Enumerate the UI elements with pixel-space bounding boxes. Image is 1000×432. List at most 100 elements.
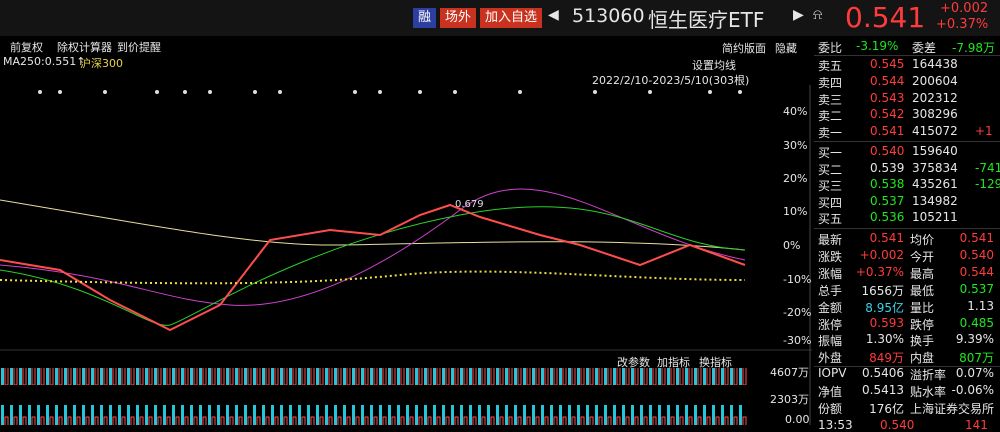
tool[interactable]: 到价提醒 [117,41,161,54]
volume: 200604 [912,73,958,88]
value: 9.39% [955,332,994,347]
axis-label: -10% [783,273,812,286]
label: 委差 [912,41,937,55]
label: 贴水率 [910,385,947,400]
ma-line [0,188,746,306]
volume: 134982 [912,193,958,208]
name: 恒生医疗ETF [648,8,765,32]
value: -0.06% [951,383,994,398]
label: 买二 [818,162,843,177]
tool[interactable]: 隐藏 [775,42,797,55]
price: 0.541 [870,124,905,139]
compare-line [0,270,746,285]
value: 849万 [869,351,904,366]
value: 1.30% [865,332,904,347]
price: 0.537 [870,193,905,208]
label: 换手 [910,334,935,349]
label: 量比 [910,300,935,315]
ma-line [0,206,746,326]
value: 0.541 [869,231,904,245]
range: 2022/2/10-2023/5/10(303根) [592,74,750,87]
price: 0.538 [870,177,905,192]
volume: 202312 [912,90,958,105]
label: 金额 [818,300,843,315]
value: 807万 [959,351,994,366]
label: 卖五 [818,59,843,73]
value: 1.13 [967,298,994,313]
event-marks [38,90,742,94]
badge[interactable]: 场外 [440,8,477,28]
label: 买三 [818,179,843,194]
separator [814,366,1000,367]
volume: 141 [965,418,988,432]
prev-arrow[interactable]: ◀ [548,7,559,23]
next-arrow[interactable]: ▶ [793,7,804,23]
tool[interactable]: 改参数 [617,356,650,369]
ma-label: MA250:0.551↑ [3,55,86,68]
value: -7.98万 [952,41,996,55]
volume-axis: 4607万 [770,366,809,379]
label: 总手 [818,283,843,298]
label: 涨停 [818,317,843,332]
separator [814,228,1000,229]
label: 委比 [818,41,843,55]
label: 内盘 [910,351,935,366]
value: 0.593 [869,315,904,330]
volume-axis: 0.00 [785,413,810,426]
value: 0.537 [959,281,994,296]
separator [814,55,1000,56]
label: 振幅 [818,334,843,349]
axis-label: -20% [783,306,812,319]
percent: +0.37% [936,17,989,32]
tool[interactable]: 简约版面 [722,42,766,55]
axis-label: 30% [783,139,808,152]
volume-bars [0,368,748,425]
volume-axis: 2303万 [770,393,809,406]
code: 513060 [572,5,645,27]
label: 涨幅 [818,266,843,281]
label: 买一 [818,146,843,160]
compare-label: 沪深300 [80,57,123,70]
label: 卖四 [818,75,843,90]
label: IOPV [818,366,847,381]
price: 0.540 [870,144,905,158]
ma-line [0,199,746,251]
label: 卖二 [818,109,843,124]
time: 13:53 [818,418,853,432]
value: 0.541 [959,231,994,245]
settings[interactable]: 设置均线 [692,59,736,72]
change: +1 [975,124,993,139]
price-path [0,203,746,332]
axis-label: 20% [783,172,808,185]
volume: 159640 [912,144,958,158]
price: 0.544 [870,73,905,88]
volume: 375834 [912,160,958,175]
volume: 415072 [912,124,958,139]
price: 0.541 [845,1,926,34]
value: -3.19% [856,39,899,53]
volume: 435261 [912,177,958,192]
bell[interactable]: ⍾ [813,7,823,23]
tool[interactable]: 换指标 [699,356,732,369]
label: 今开 [910,249,935,264]
label: 均价 [910,233,935,247]
label: 卖三 [818,92,843,107]
label: 买四 [818,195,843,210]
separator [814,141,1000,142]
tool[interactable]: 加指标 [657,356,690,369]
price: 0.543 [870,90,905,105]
badge[interactable]: 融 [413,8,437,28]
volume: 308296 [912,107,958,122]
axis-label: 0% [783,239,801,252]
tool[interactable]: 除权计算器 [57,41,112,54]
tool[interactable]: 前复权 [10,41,43,54]
label: 最新 [818,233,843,247]
value: 176亿 [869,402,904,416]
label: 溢折率 [910,368,947,383]
price: 0.536 [870,210,905,225]
value: 0.5413 [862,383,904,398]
chart-lines: 0.679 [0,85,812,425]
value: 0.485 [959,315,994,330]
badge[interactable]: 加入自选 [480,8,543,28]
